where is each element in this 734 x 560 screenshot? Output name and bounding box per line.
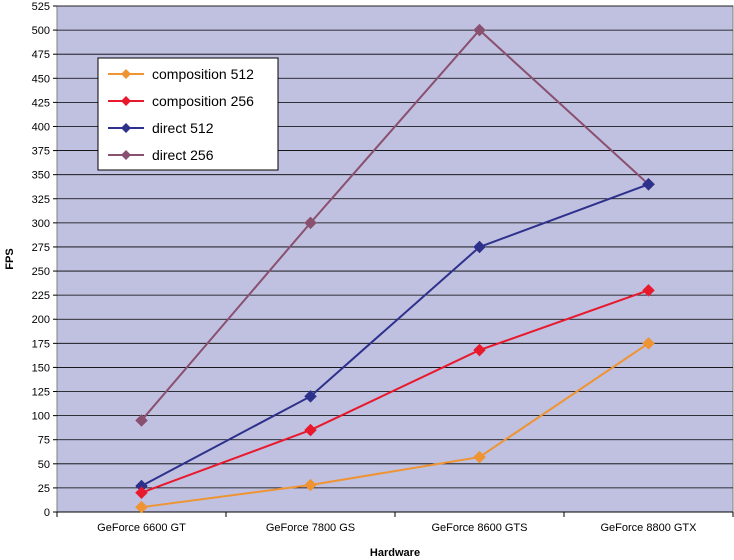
legend: composition 512 composition 256 direct 512… <box>97 57 279 171</box>
gridlines <box>57 5 733 513</box>
series-composition-256 <box>135 283 655 500</box>
data-point <box>473 343 486 357</box>
legend-swatch-marker <box>121 150 131 160</box>
x-axis-ticks: GeForce 6600 GT GeForce 7800 GS GeForce 86… <box>56 512 734 534</box>
y-tick-label: 275 <box>32 242 50 254</box>
y-tick-label: 400 <box>32 121 50 133</box>
y-tick-label: 350 <box>32 170 50 182</box>
y-tick-label: 125 <box>32 387 50 399</box>
data-point <box>642 336 655 350</box>
legend-label: composition 256 <box>152 93 254 109</box>
y-tick-label: 175 <box>32 338 50 350</box>
x-tick-label: GeForce 6600 GT <box>97 522 186 534</box>
y-tick-label: 300 <box>32 218 50 230</box>
legend-label: composition 512 <box>152 66 254 82</box>
data-point <box>304 216 317 230</box>
x-tick-label: GeForce 8600 GTS <box>432 522 528 534</box>
data-point <box>642 177 655 191</box>
legend-swatch-marker <box>121 123 131 133</box>
x-axis-title: Hardware <box>370 547 420 559</box>
data-point <box>642 283 655 297</box>
y-axis-ticks: 0 25 50 75 100 125 150 175 200 225 250 275 300 325 350… <box>32 1 57 519</box>
y-tick-label: 250 <box>32 266 50 278</box>
legend-swatch-marker <box>121 96 131 106</box>
data-point <box>304 423 317 437</box>
y-tick-label: 450 <box>32 73 50 85</box>
legend-item: direct 256 <box>108 147 214 163</box>
series-direct-512 <box>135 177 655 493</box>
y-axis-title: FPS <box>4 248 16 269</box>
series-line <box>141 342 650 509</box>
y-tick-label: 375 <box>32 146 50 158</box>
y-tick-label: 500 <box>32 25 50 37</box>
data-point <box>135 414 148 427</box>
data-point <box>304 389 317 403</box>
y-tick-label: 225 <box>32 290 50 302</box>
y-tick-label: 325 <box>32 194 50 206</box>
legend-item: composition 256 <box>108 93 254 109</box>
data-point <box>473 23 486 37</box>
series-layer <box>135 23 655 514</box>
y-tick-label: 200 <box>32 314 50 326</box>
x-tick-label: GeForce 8800 GTX <box>601 522 698 534</box>
legend-item: composition 512 <box>108 66 254 82</box>
data-point <box>304 478 317 492</box>
legend-item: direct 512 <box>108 120 214 136</box>
y-tick-label: 0 <box>44 507 50 519</box>
series-composition-512 <box>135 336 655 514</box>
data-point <box>135 500 148 514</box>
series-line <box>141 289 649 494</box>
legend-label: direct 512 <box>152 120 214 136</box>
y-tick-label: 75 <box>38 435 50 447</box>
series-line <box>140 28 650 422</box>
y-tick-label: 425 <box>32 97 50 109</box>
data-point <box>473 240 486 254</box>
data-point <box>135 486 148 500</box>
y-tick-label: 100 <box>32 411 50 423</box>
data-point <box>473 450 486 464</box>
y-tick-label: 25 <box>38 483 50 495</box>
y-tick-label: 475 <box>32 49 50 61</box>
y-tick-label: 150 <box>32 362 50 374</box>
legend-swatch-marker <box>121 69 131 79</box>
x-tick-label: GeForce 7800 GS <box>266 522 355 534</box>
y-tick-label: 525 <box>32 1 50 13</box>
series-line <box>141 183 649 487</box>
legend-label: direct 256 <box>152 147 214 163</box>
y-tick-label: 50 <box>38 459 50 471</box>
